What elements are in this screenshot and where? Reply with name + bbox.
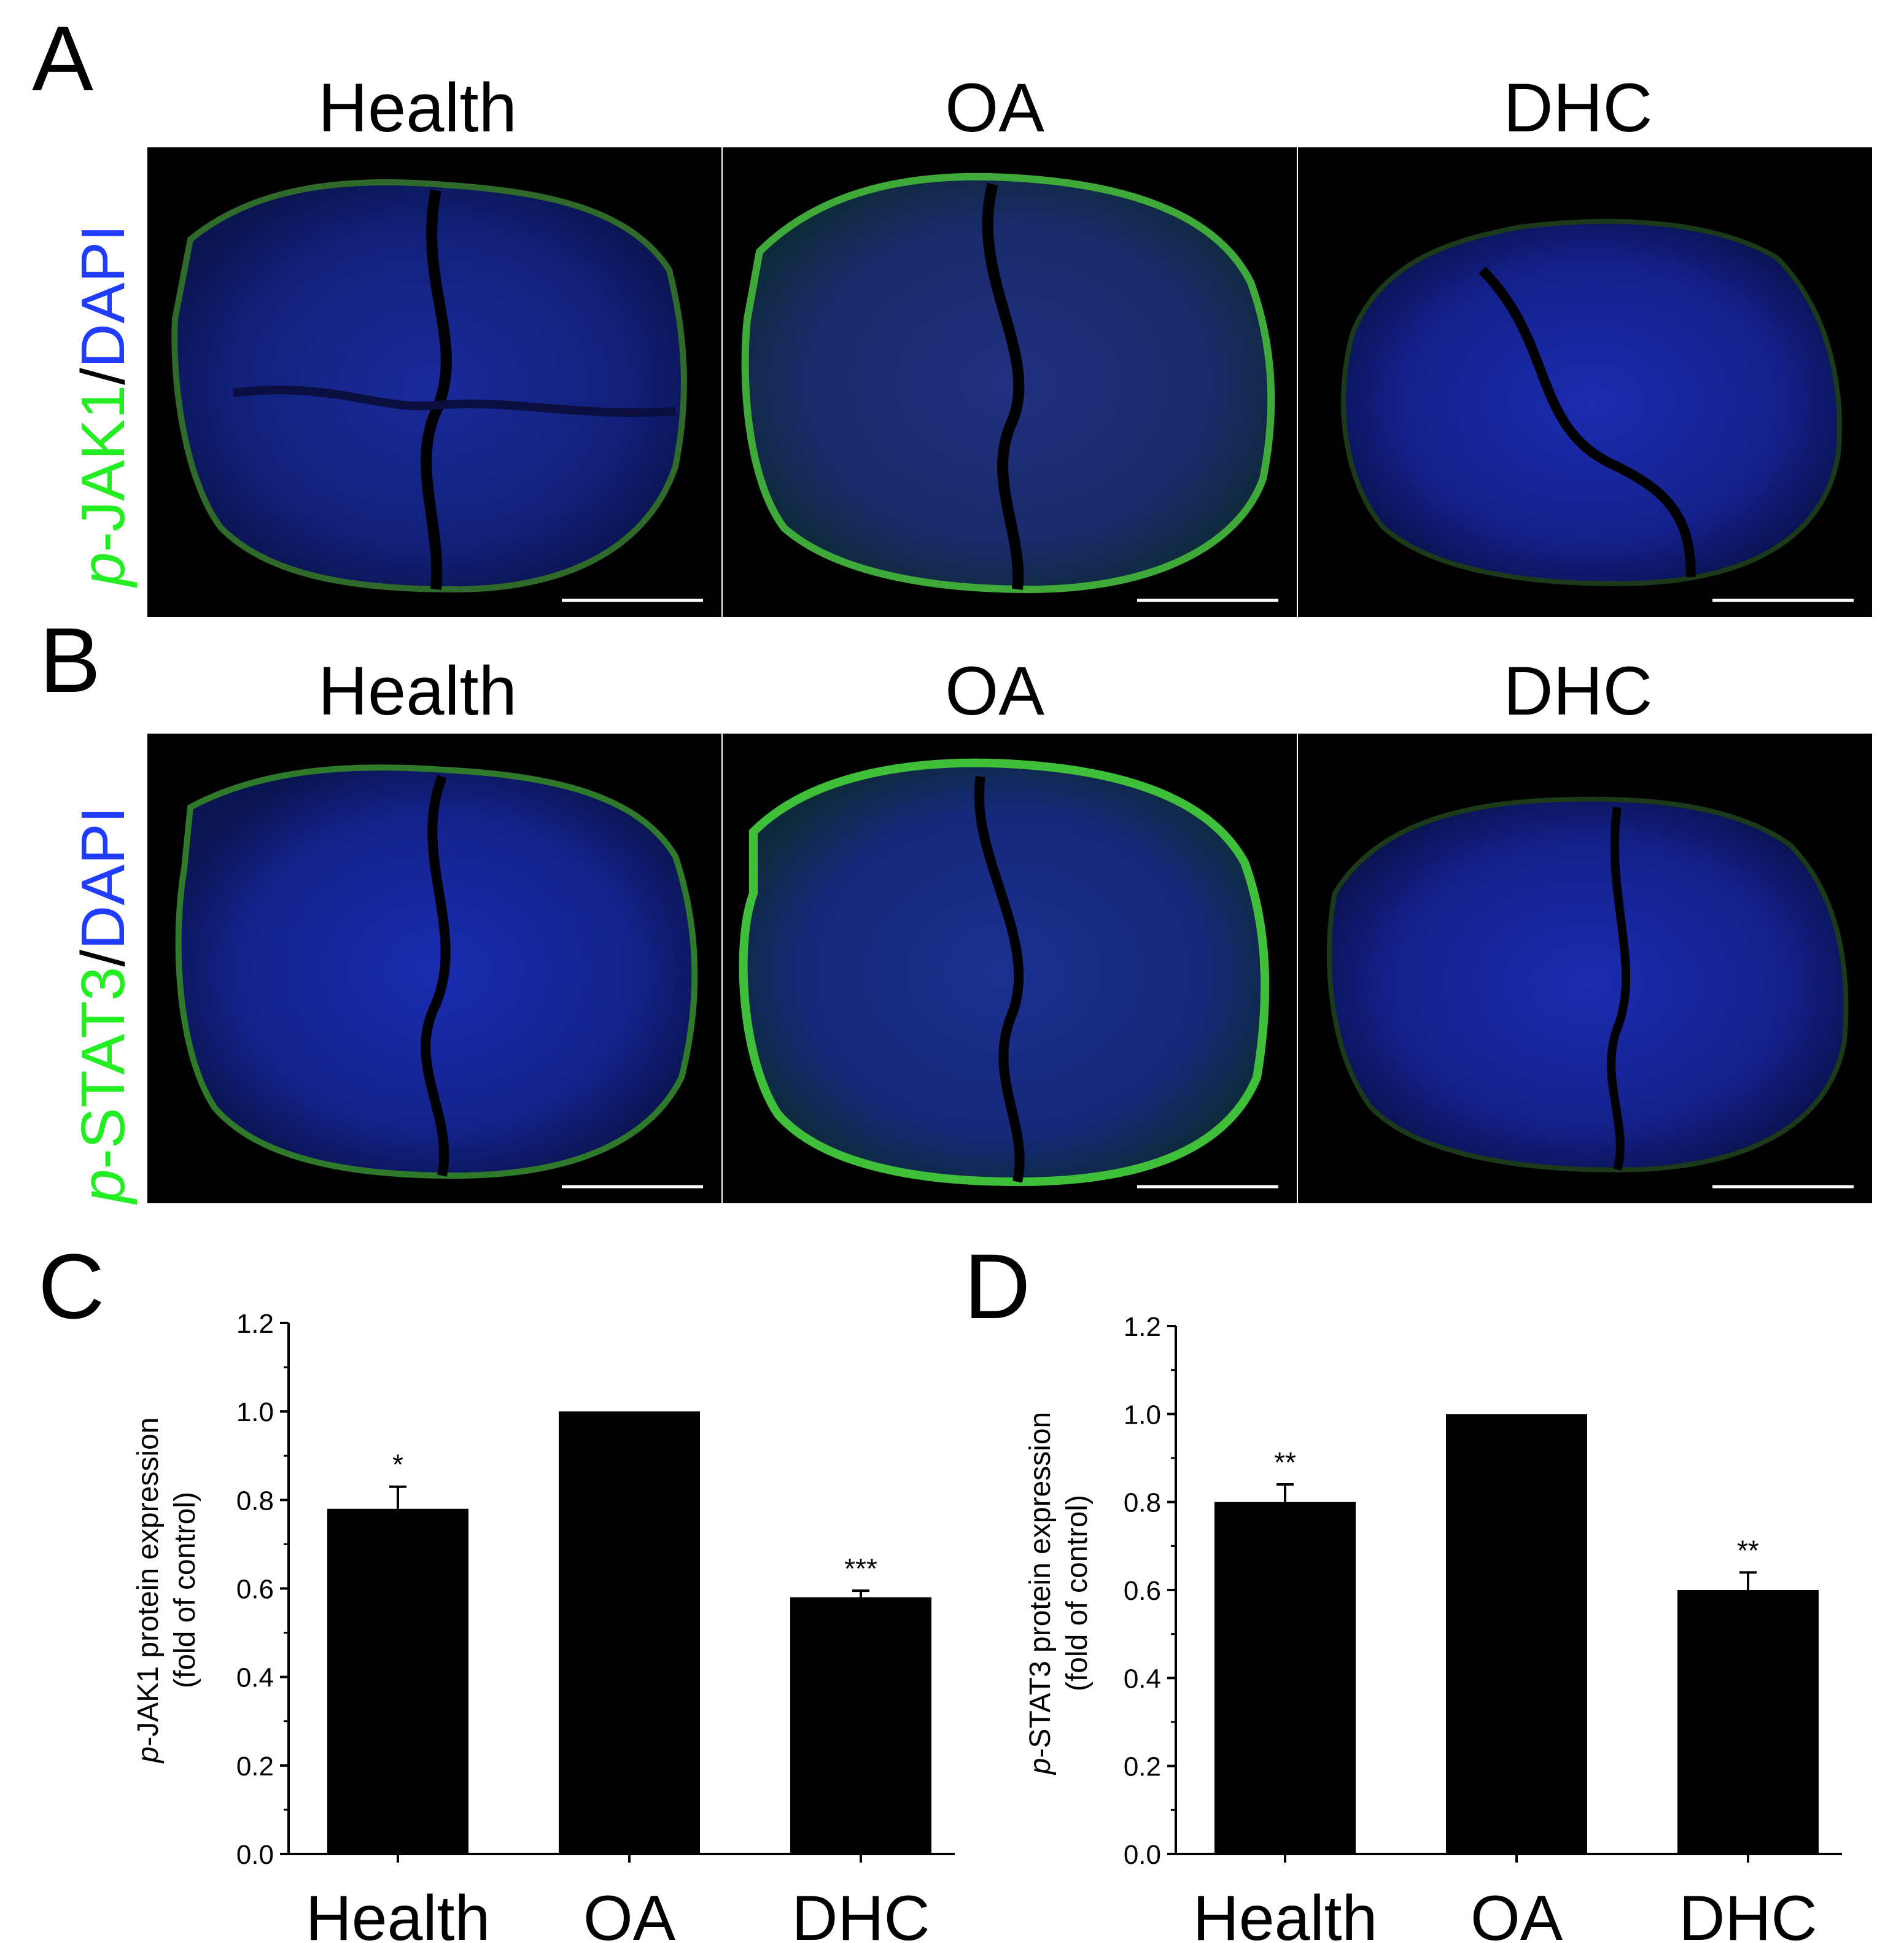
image-jak1-health	[147, 147, 721, 617]
tissue-section-jak1-oa	[741, 173, 1278, 602]
row-a-title-health: Health	[318, 69, 517, 146]
row-b-title-oa: OA	[945, 653, 1044, 729]
chart-c-xlabel-dhc: DHC	[791, 1883, 930, 1943]
chart-d-xlabel-oa: OA	[1471, 1883, 1563, 1943]
chart-d-ytick-label-6: 1.2	[1124, 1312, 1161, 1342]
chart-c-xlabel-health: Health	[306, 1883, 491, 1943]
chart-d-xlabel-health: Health	[1193, 1883, 1378, 1943]
chart-c-svg: 0.0 0.2 0.4 0.6 0.8 1.0 1.2 * Health OA *** DHC	[236, 1309, 955, 1943]
chart-c-significance-0: *	[392, 1449, 403, 1481]
chart-c: 0.0 0.2 0.4 0.6 0.8 1.0 1.2 * Health OA *** DHC p-J…	[0, 1289, 958, 1943]
chart-c-ytick-label-1: 0.2	[236, 1751, 274, 1782]
chart-c-ytick-label-2: 0.4	[236, 1663, 274, 1693]
row-b-title-dhc: DHC	[1503, 653, 1653, 729]
tissue-section-jak1-health	[171, 179, 703, 602]
chart-d-ytick-label-2: 0.4	[1124, 1664, 1161, 1694]
chart-d-xlabel-dhc: DHC	[1679, 1883, 1817, 1943]
chart-c-xlabel-oa: OA	[583, 1883, 676, 1943]
chart-c-ytick-label-6: 1.2	[236, 1309, 274, 1339]
panel-label-d: D	[964, 1235, 1031, 1338]
image-stat3-health	[147, 734, 721, 1203]
chart-c-ytick-label-0: 0.0	[236, 1840, 274, 1870]
chart-c-ytick-label-4: 0.8	[236, 1486, 274, 1516]
chart-c-ytick-label-5: 1.0	[236, 1397, 274, 1427]
panel-label-b: B	[39, 608, 101, 712]
row-a-title-dhc: DHC	[1503, 69, 1653, 146]
chart-d-svg: 0.0 0.2 0.4 0.6 0.8 1.0 1.2 ** Health OA ** DHC	[1124, 1312, 1842, 1943]
chart-d-ytick-label-3: 0.6	[1124, 1576, 1161, 1606]
chart-d-significance-2: **	[1737, 1534, 1759, 1566]
image-stat3-dhc	[1298, 734, 1872, 1203]
chart-d-ytick-label-0: 0.0	[1124, 1840, 1161, 1870]
panel-label-a: A	[32, 7, 94, 110]
row-a-stain-label: p-JAK1/DAPI	[69, 224, 138, 586]
chart-d-ytick-label-1: 0.2	[1124, 1752, 1161, 1782]
chart-d-ytick-label-5: 1.0	[1124, 1400, 1161, 1430]
chart-c-bar-health	[327, 1508, 468, 1854]
chart-c-bar-dhc	[790, 1597, 931, 1854]
image-jak1-oa	[723, 147, 1297, 617]
chart-c-bar-oa	[559, 1411, 700, 1854]
chart-c-ytick-label-3: 0.6	[236, 1575, 274, 1605]
row-b-title-health: Health	[318, 653, 517, 729]
chart-d-bar-health	[1214, 1502, 1356, 1854]
panel-label-c: C	[38, 1235, 105, 1338]
chart-c-significance-2: ***	[844, 1553, 877, 1584]
tissue-section-stat3-oa	[739, 758, 1278, 1189]
tissue-section-jak1-dhc	[1341, 219, 1854, 602]
tissue-section-stat3-dhc	[1326, 796, 1854, 1189]
chart-d-significance-0: **	[1274, 1446, 1296, 1478]
tissue-section-stat3-health	[175, 764, 703, 1189]
chart-d-bar-oa	[1446, 1414, 1587, 1854]
chart-c-ylabel: p-JAK1 protein expression (fold of contr…	[132, 1417, 201, 1763]
chart-d-bar-dhc	[1677, 1590, 1819, 1854]
image-jak1-dhc	[1298, 147, 1872, 617]
row-b-stain-label: p-STAT3/DAPI	[69, 806, 138, 1203]
image-stat3-oa	[723, 734, 1297, 1203]
row-a-title-oa: OA	[945, 69, 1044, 146]
chart-d-ylabel: p-STAT3 protein expression (fold of cont…	[1024, 1411, 1094, 1775]
chart-d: 0.0 0.2 0.4 0.6 0.8 1.0 1.2 ** Health OA ** DHC p-S…	[958, 1289, 1904, 1943]
chart-d-ytick-label-4: 0.8	[1124, 1488, 1161, 1518]
